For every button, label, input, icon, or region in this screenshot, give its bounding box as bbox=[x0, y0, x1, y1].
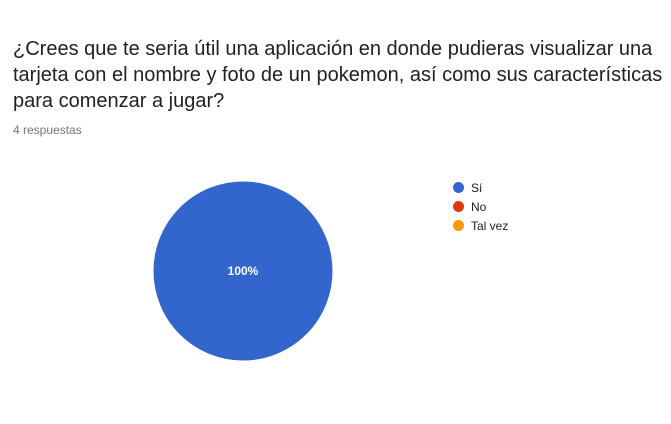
legend-label: No bbox=[471, 199, 487, 214]
pie-slice-label: 100% bbox=[228, 264, 259, 278]
question-title: ¿Crees que te seria útil una aplicación … bbox=[13, 38, 663, 112]
legend-label: Tal vez bbox=[471, 218, 509, 233]
response-count: 4 respuestas bbox=[13, 123, 82, 137]
legend-item: Sí bbox=[453, 178, 508, 197]
legend-swatch bbox=[453, 182, 464, 193]
legend-item: No bbox=[453, 197, 508, 216]
pie-chart: 100% bbox=[152, 180, 334, 362]
legend-item: Tal vez bbox=[453, 216, 508, 235]
pie-slices bbox=[152, 180, 334, 362]
pie-slice bbox=[152, 180, 334, 362]
legend-label: Sí bbox=[471, 180, 483, 195]
legend-swatch bbox=[453, 220, 464, 231]
pie-labels: 100% bbox=[228, 264, 259, 278]
legend-swatch bbox=[453, 201, 464, 212]
chart-legend: Sí No Tal vez bbox=[453, 178, 508, 235]
